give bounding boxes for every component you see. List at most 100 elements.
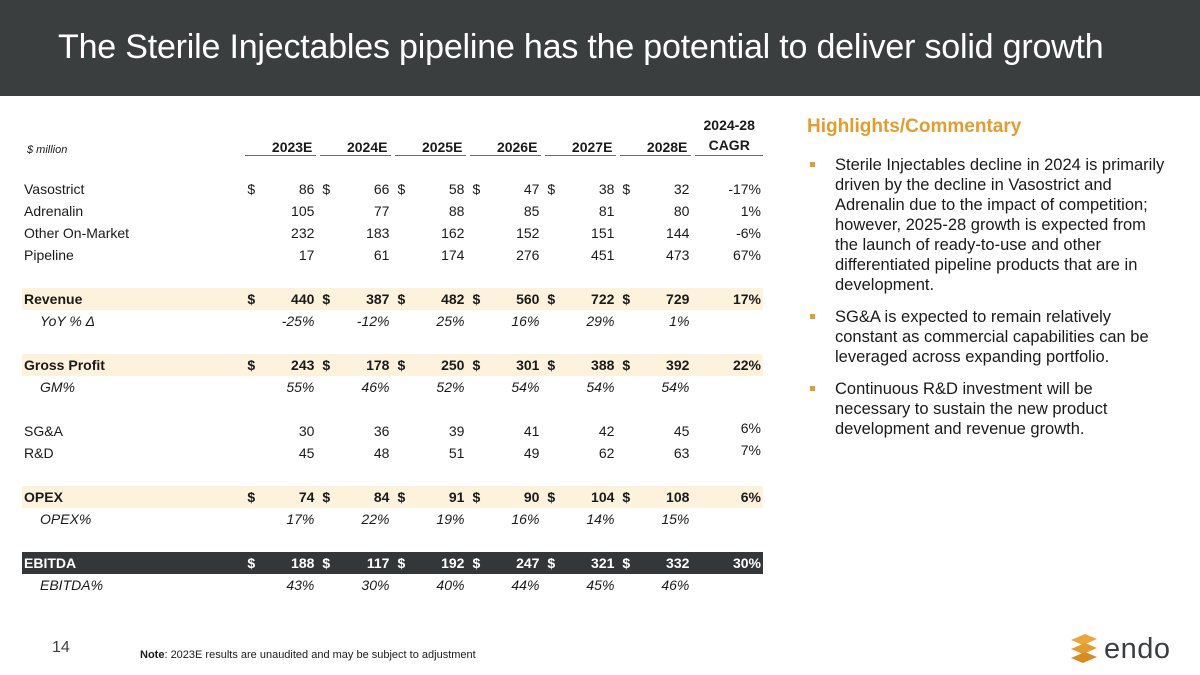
table-row: OPEX% 17% 22% 19% 16% 14% 15% <box>22 508 763 530</box>
value-cell: 192 <box>407 552 467 574</box>
value-cell: 729 <box>632 288 692 310</box>
value-cell: 117 <box>332 552 392 574</box>
cagr-cell <box>695 376 763 398</box>
value-cell: 1% <box>669 313 690 329</box>
currency-cell <box>470 310 482 332</box>
currency-cell <box>320 200 332 222</box>
value-cell: 90 <box>482 486 542 508</box>
commentary-bullet: Sterile Injectables decline in 2024 is p… <box>807 155 1167 295</box>
value-cell: 44% <box>511 577 540 593</box>
row-label: Adrenalin <box>24 203 84 219</box>
currency-cell <box>545 200 557 222</box>
currency-symbol: $ <box>545 354 558 376</box>
value-cell: 58 <box>448 181 465 197</box>
column-gap <box>316 552 321 574</box>
currency-cell <box>320 310 332 332</box>
currency-cell <box>545 442 557 464</box>
value-cell: 46% <box>661 577 690 593</box>
year-header: 2024E <box>320 115 392 156</box>
bullet-text: SG&A is expected to remain relatively co… <box>835 308 1149 366</box>
currency-cell <box>545 244 557 266</box>
value-cell: -25% <box>281 313 315 329</box>
cagr-cell: 30% <box>695 552 763 574</box>
currency-symbol: $ <box>322 181 331 197</box>
value-cell: 19% <box>436 511 465 527</box>
value-cell: 14% <box>586 511 615 527</box>
spacer-row <box>22 332 763 354</box>
commentary-bullet: SG&A is expected to remain relatively co… <box>807 307 1167 367</box>
currency-cell <box>320 222 332 244</box>
currency-cell <box>245 574 257 596</box>
value-cell: 51 <box>448 445 465 461</box>
value-cell: 54% <box>511 379 540 395</box>
row-label: EBITDA% <box>40 577 104 593</box>
value-cell: 15% <box>661 511 690 527</box>
currency-cell <box>395 200 407 222</box>
currency-cell <box>545 222 557 244</box>
value-cell: 36 <box>373 423 390 439</box>
value-cell: 54% <box>661 379 690 395</box>
value-cell: 63 <box>673 445 690 461</box>
currency-symbol: $ <box>545 288 558 310</box>
currency-cell <box>620 222 632 244</box>
value-cell: 22% <box>361 511 390 527</box>
footnote: Note: 2023E results are unaudited and ma… <box>140 649 476 661</box>
cagr-cell: -6% <box>736 225 761 241</box>
row-label: SG&A <box>24 423 63 439</box>
column-gap <box>466 288 471 310</box>
value-cell: 178 <box>332 354 392 376</box>
page-number: 14 <box>52 639 70 656</box>
currency-cell <box>545 310 557 332</box>
currency-symbol: $ <box>545 552 558 574</box>
currency-symbol: $ <box>320 354 333 376</box>
currency-symbol: $ <box>470 552 483 574</box>
column-gap <box>541 552 546 574</box>
endo-logo-icon <box>1071 634 1097 663</box>
value-cell: 17 <box>298 247 315 263</box>
value-cell: 16% <box>511 313 540 329</box>
currency-cell <box>470 442 482 464</box>
cagr-cell: 1% <box>740 203 761 219</box>
value-cell: 61 <box>373 247 390 263</box>
column-gap <box>391 486 396 508</box>
value-cell: 45% <box>586 577 615 593</box>
currency-cell <box>320 574 332 596</box>
bullet-text: Sterile Injectables decline in 2024 is p… <box>835 156 1165 294</box>
bullet-text: Continuous R&D investment will be necess… <box>835 380 1108 438</box>
cagr-header-label: CAGR <box>708 137 750 153</box>
value-cell: 48 <box>373 445 390 461</box>
column-gap <box>691 552 696 574</box>
table-row: R&D 45 48 51 49 62 63 7% <box>22 442 763 464</box>
column-gap <box>391 354 396 376</box>
currency-cell <box>320 442 332 464</box>
spacer-row <box>22 464 763 486</box>
currency-cell <box>245 244 257 266</box>
currency-cell <box>470 508 482 530</box>
column-gap <box>316 486 321 508</box>
currency-symbol: $ <box>472 181 481 197</box>
row-label: Gross Profit <box>22 354 246 376</box>
currency-cell <box>320 508 332 530</box>
commentary-heading: Highlights/Commentary <box>807 116 1022 137</box>
currency-cell <box>620 442 632 464</box>
cagr-cell <box>695 310 763 332</box>
value-cell: 55% <box>286 379 315 395</box>
row-label: R&D <box>24 445 54 461</box>
value-cell: 105 <box>291 203 315 219</box>
column-gap <box>316 288 321 310</box>
currency-symbol: $ <box>545 486 558 508</box>
currency-cell <box>320 420 332 442</box>
value-cell: 86 <box>298 181 315 197</box>
value-cell: 301 <box>482 354 542 376</box>
currency-symbol: $ <box>395 552 408 574</box>
table-row: Gross Profit $243 $178 $250 $301 $388 $392 22% <box>22 354 763 376</box>
row-label: EBITDA <box>22 552 246 574</box>
value-cell: 17% <box>286 511 315 527</box>
currency-cell <box>470 420 482 442</box>
currency-cell <box>620 508 632 530</box>
column-gap <box>391 288 396 310</box>
value-cell: 49 <box>523 445 540 461</box>
currency-cell <box>545 420 557 442</box>
year-header: 2026E <box>470 115 542 156</box>
value-cell: 29% <box>586 313 615 329</box>
